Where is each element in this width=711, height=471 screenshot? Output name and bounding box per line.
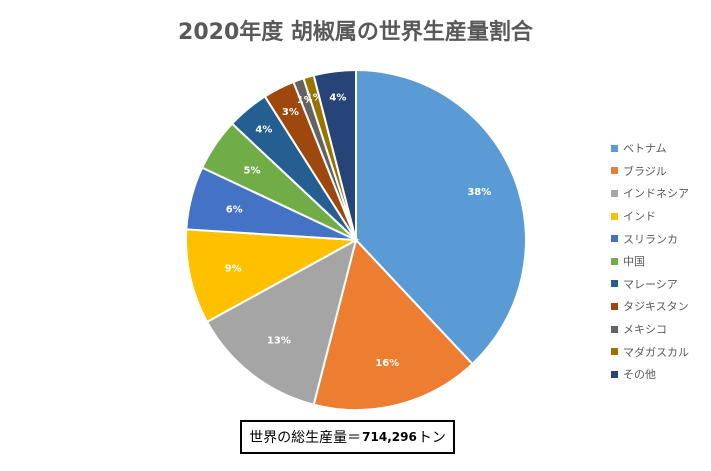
legend-item-other: その他 (611, 363, 707, 386)
data-label-other: 4% (329, 93, 346, 104)
legend-label-madagascar: マダガスカル (623, 345, 689, 359)
legend-label-brazil: ブラジル (623, 164, 667, 178)
legend-swatch-indonesia (611, 189, 618, 197)
legend-label-other: その他 (623, 368, 656, 382)
legend-label-srilanka: スリランカ (623, 232, 678, 246)
legend-item-malaysia: マレーシア (611, 273, 707, 296)
data-label-madagascar: 1% (306, 92, 323, 103)
legend-swatch-china (611, 257, 618, 265)
legend-swatch-brazil (611, 167, 618, 175)
chart-title: 2020年度 胡椒属の世界生産量割合 (178, 20, 533, 45)
legend-label-china: 中国 (623, 255, 645, 269)
legend-item-india: インド (611, 205, 707, 228)
data-label-vietnam: 38% (467, 187, 491, 198)
total-production-box: 世界の総生産量＝ 714,296 トン (240, 420, 455, 454)
total-suffix: トン (417, 430, 446, 446)
legend-label-tajikistan: タジキスタン (623, 300, 689, 314)
pie-slice-indonesia (205, 238, 358, 406)
legend-item-madagascar: マダガスカル (611, 340, 707, 363)
legend-swatch-other (611, 370, 618, 378)
data-label-china: 5% (244, 165, 261, 176)
pie-slice-india (185, 228, 360, 324)
legend-item-china: 中国 (611, 250, 707, 273)
legend-label-mexico: メキシコ (623, 323, 667, 337)
data-label-brazil: 16% (375, 358, 399, 369)
legend-item-tajikistan: タジキスタン (611, 295, 707, 318)
legend-label-vietnam: ベトナム (623, 142, 667, 156)
total-value: 714,296 (362, 430, 417, 444)
pie-slice-other (312, 68, 357, 241)
legend-item-indonesia: インドネシア (611, 182, 707, 205)
pie-slice-brazil (312, 237, 474, 411)
legend-swatch-india (611, 212, 618, 220)
legend-swatch-srilanka (611, 235, 618, 243)
legend-label-india: インド (623, 210, 656, 224)
legend-swatch-vietnam (611, 144, 618, 152)
data-label-srilanka: 6% (226, 205, 243, 216)
legend-label-indonesia: インドネシア (623, 187, 689, 201)
data-label-mexico: 1% (297, 95, 314, 106)
data-label-india: 9% (225, 263, 242, 274)
total-prefix: 世界の総生産量＝ (249, 430, 362, 446)
legend-item-brazil: ブラジル (611, 160, 707, 183)
data-label-tajikistan: 3% (282, 107, 299, 118)
legend-item-srilanka: スリランカ (611, 227, 707, 250)
legend-swatch-malaysia (611, 280, 618, 288)
data-label-malaysia: 4% (255, 125, 272, 136)
pie-slice-vietnam (355, 68, 527, 366)
legend-item-mexico: メキシコ (611, 318, 707, 341)
legend-swatch-tajikistan (611, 302, 618, 310)
data-label-indonesia: 13% (267, 335, 291, 346)
legend: ベトナムブラジルインドネシア インドスリランカ中国マレーシアタジキスタン メキシコマ… (611, 137, 707, 386)
legend-item-vietnam: ベトナム (611, 137, 707, 160)
legend-swatch-mexico (611, 325, 618, 333)
legend-swatch-madagascar (611, 348, 618, 356)
legend-label-malaysia: マレーシア (623, 277, 678, 291)
